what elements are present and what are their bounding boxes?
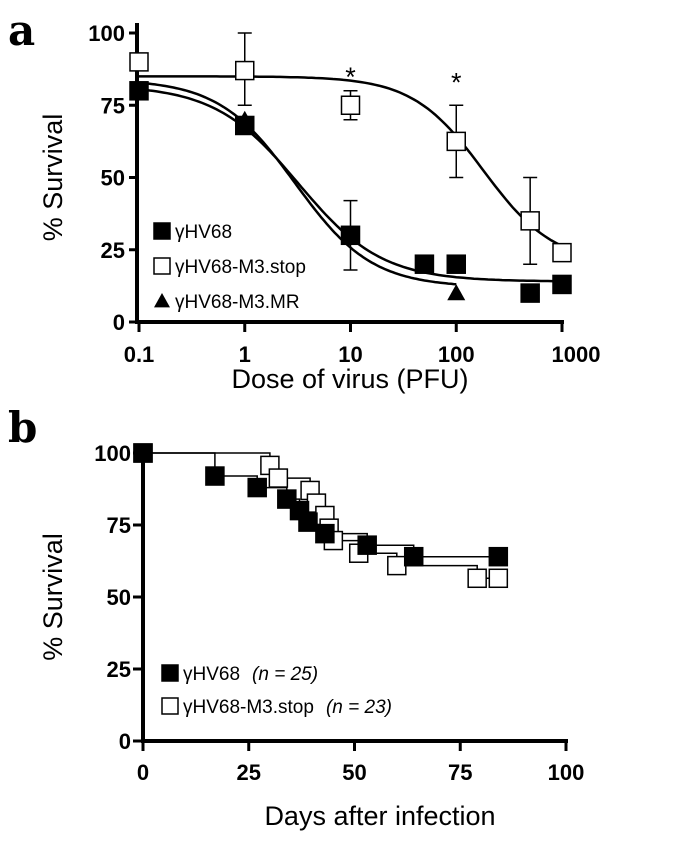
legend-label: γHV68-M3.stop xyxy=(175,257,306,278)
data-point xyxy=(467,568,487,589)
y-tick-label: 0 xyxy=(113,310,125,335)
data-point xyxy=(552,242,572,263)
data-point xyxy=(129,81,149,101)
legend-label: γHV68 xyxy=(175,222,232,243)
x-axis-label: Dose of virus (PFU) xyxy=(231,364,468,394)
data-point xyxy=(315,523,335,544)
x-tick-label: 0.1 xyxy=(124,342,155,367)
data-point xyxy=(552,274,572,295)
y-tick-label: 75 xyxy=(101,93,125,118)
y-tick-label: 75 xyxy=(107,513,131,538)
x-tick-label: 25 xyxy=(237,760,261,785)
x-tick-label: 10 xyxy=(338,342,362,367)
legend-series-name: γHV68 xyxy=(183,664,240,685)
data-point xyxy=(446,254,466,274)
legend-label: γHV68-M3.MR xyxy=(175,292,300,313)
significance-asterisk: * xyxy=(451,68,462,98)
panel-label-b: b xyxy=(8,403,37,452)
legend-marker xyxy=(161,664,179,682)
x-tick-label: 100 xyxy=(438,342,475,367)
x-tick-label: 1000 xyxy=(552,342,601,367)
data-point xyxy=(133,443,153,463)
y-tick-label: 25 xyxy=(107,657,131,682)
x-tick-label: 75 xyxy=(448,760,472,785)
data-point xyxy=(520,211,540,231)
panel-label-a: a xyxy=(8,6,35,55)
legend-marker xyxy=(154,293,170,308)
x-tick-label: 1 xyxy=(239,342,251,367)
data-point xyxy=(414,254,435,274)
data-point xyxy=(235,60,255,81)
data-point xyxy=(447,284,466,301)
y-tick-label: 0 xyxy=(119,729,131,754)
legend-marker xyxy=(153,222,171,240)
legend-n: (n = 23) xyxy=(326,697,392,718)
data-point xyxy=(520,283,540,303)
data-point xyxy=(129,52,149,72)
legend-n: (n = 25) xyxy=(252,664,318,685)
legend-marker xyxy=(153,257,171,275)
legend-series-name: γHV68-M3.stop xyxy=(183,697,314,718)
panel-b: b 0 25 50 75 100 0 25 50 75 100 Days after infectio… xyxy=(8,403,584,831)
legend-label: γHV68 (n = 25) xyxy=(183,664,318,685)
y-tick-label: 25 xyxy=(101,238,125,263)
legend-label: γHV68-M3.stop (n = 23) xyxy=(183,697,392,718)
x-tick-label: 0 xyxy=(137,760,149,785)
panel-a: a 0 25 50 75 100 0.1 1 10 100 1000 Dose of virus (P… xyxy=(8,6,600,394)
fit-curve xyxy=(138,81,457,286)
data-point xyxy=(488,568,509,589)
data-point xyxy=(268,468,289,488)
data-point xyxy=(387,555,407,576)
data-point xyxy=(357,535,377,555)
legend-marker xyxy=(161,697,179,715)
y-axis-label: % Survival xyxy=(38,533,68,661)
y-tick-label: 50 xyxy=(101,166,125,191)
fit-curve xyxy=(139,75,563,248)
data-point xyxy=(446,131,466,152)
x-tick-label: 100 xyxy=(548,760,585,785)
data-point xyxy=(298,512,318,532)
y-axis-label: % Survival xyxy=(38,114,68,242)
data-point xyxy=(488,546,509,567)
data-point xyxy=(340,95,361,115)
y-tick-label: 100 xyxy=(88,21,125,46)
data-point xyxy=(403,546,424,567)
y-tick-label: 50 xyxy=(107,585,131,610)
x-tick-label: 50 xyxy=(342,760,366,785)
data-point xyxy=(341,226,360,243)
x-axis-label: Days after infection xyxy=(264,801,495,831)
data-point xyxy=(205,466,225,486)
y-tick-label: 100 xyxy=(94,441,131,466)
data-point xyxy=(247,477,267,498)
data-point xyxy=(235,110,254,127)
significance-asterisk: * xyxy=(345,62,356,92)
